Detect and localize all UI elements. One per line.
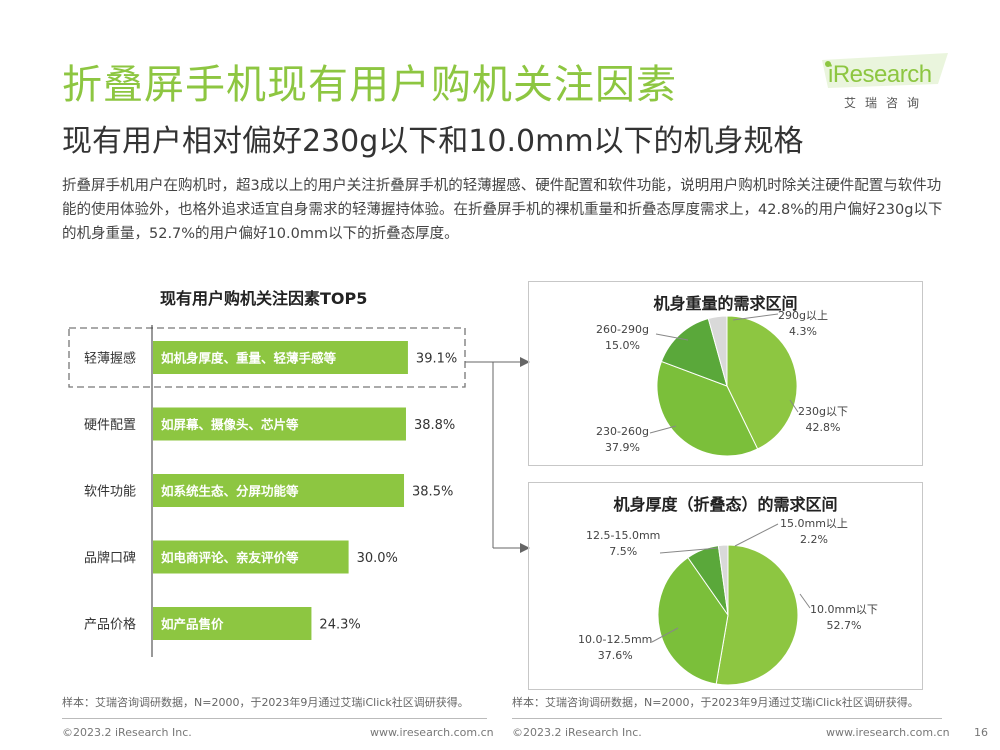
weight-leader-lines [649, 313, 799, 434]
highlight-box [68, 327, 466, 388]
thick-label-10-125-name: 10.0-12.5mm [578, 633, 653, 646]
logo-cn: 艾瑞咨询 [844, 96, 929, 110]
leader-weight-290up [732, 313, 779, 321]
bar [153, 407, 406, 441]
bar-description-label: 如电商评论、亲友评价等 [161, 550, 299, 565]
leader-thick-10-125 [651, 627, 679, 643]
bar-description-label: 如屏幕、摄像头、芯片等 [161, 417, 299, 432]
pie-slice [726, 315, 798, 450]
weight-label-230-260-name: 230-260g [596, 425, 649, 438]
left-sample-note: 样本：艾瑞咨询调研数据，N=2000，于2023年9月通过艾瑞iClick社区调… [62, 696, 469, 709]
thickness-panel-title: 机身厚度（折叠态）的需求区间 [613, 495, 838, 514]
left-url: www.iresearch.com.cn [370, 726, 494, 739]
leader-thick-15up [734, 523, 779, 547]
bar-chart-title: 现有用户购机关注因素TOP5 [160, 289, 368, 308]
page-title: 折叠屏手机现有用户购机关注因素 [62, 62, 677, 108]
bar-category-label: 产品价格 [84, 617, 136, 633]
bar-category-label: 品牌口碑 [84, 550, 136, 566]
thick-label-15up-name: 15.0mm以上 [780, 517, 848, 530]
thick-label-125-15-value: 7.5% [609, 545, 638, 558]
leader-thick-125-15 [659, 547, 719, 554]
pie-slice [660, 317, 728, 387]
thick-label-15up: 15.0mm以上 2.2% [780, 516, 848, 548]
thickness-panel: 机身厚度（折叠态）的需求区间 [528, 482, 923, 690]
iresearch-logo: iResearch 艾瑞咨询 [818, 52, 953, 112]
bar [153, 607, 312, 640]
bar [153, 540, 349, 574]
weight-label-290up-value: 4.3% [789, 325, 817, 338]
leader-weight-260-290 [655, 333, 689, 341]
bar-value-label: 39.1% [416, 352, 457, 367]
weight-label-230down-value: 42.8% [805, 421, 841, 434]
thick-label-10-125-value: 37.6% [597, 649, 633, 662]
thick-label-10down-name: 10.0mm以下 [810, 603, 878, 616]
page-number: 16 [974, 726, 988, 739]
bar-category-label: 硬件配置 [84, 418, 136, 433]
thick-label-10-125: 10.0-12.5mm 37.6% [578, 632, 652, 664]
right-url: www.iresearch.com.cn [826, 726, 950, 739]
thick-label-125-15: 12.5-15.0mm 7.5% [586, 528, 660, 560]
leader-thick-10down [799, 593, 811, 609]
pie-slice [707, 315, 728, 387]
page-description: 折叠屏手机用户在购机时，超3成以上的用户关注折叠屏手机的轻薄握感、硬件配置和软件… [62, 178, 943, 242]
weight-label-230down: 230g以下 42.8% [798, 404, 848, 436]
bar-value-label: 38.8% [414, 418, 455, 433]
bar-description-label: 如产品售价 [161, 617, 224, 632]
bar-value-label: 30.0% [357, 551, 398, 566]
bar-value-label: 24.3% [319, 618, 360, 633]
bar-category-label: 轻薄握感 [84, 351, 136, 367]
arrow-head-weight [520, 357, 530, 367]
weight-label-260-290: 260-290g 15.0% [596, 322, 649, 354]
pie-slice [657, 556, 729, 685]
weight-label-290up: 290g以上 4.3% [778, 308, 828, 340]
leader-weight-230-260 [649, 425, 677, 434]
bar-description-label: 如机身厚度、重量、轻薄手感等 [161, 351, 337, 366]
left-copyright: ©2023.2 iResearch Inc. [62, 726, 192, 739]
right-sample-note: 样本：艾瑞咨询调研数据，N=2000，于2023年9月通过艾瑞iClick社区调… [512, 696, 919, 709]
weight-panel: 机身重量的需求区间 [528, 281, 923, 466]
left-footer-divider [62, 718, 487, 719]
thick-label-15up-value: 2.2% [799, 533, 828, 546]
arrow-head-thickness [520, 543, 530, 553]
weight-label-260-290-value: 15.0% [605, 339, 640, 352]
thickness-leader-lines [651, 523, 811, 643]
bar-description-label: 如系统生态、分屏功能等 [161, 484, 299, 499]
thick-label-125-15-name: 12.5-15.0mm [586, 529, 661, 542]
weight-label-290up-name: 290g以上 [778, 309, 828, 322]
pie-slice [717, 544, 729, 616]
leader-weight-230down [789, 399, 799, 413]
thick-label-10down-value: 52.7% [826, 619, 862, 632]
weight-label-230down-name: 230g以下 [798, 405, 848, 418]
bar [153, 474, 405, 507]
right-footer-divider [512, 718, 942, 719]
logo-swoosh-icon [822, 53, 948, 88]
page-subtitle: 现有用户相对偏好230g以下和10.0mm以下的机身规格 [62, 124, 804, 159]
logo-wordmark: iResearch [828, 61, 932, 88]
pie-slice [715, 544, 799, 686]
weight-panel-title: 机身重量的需求区间 [653, 294, 798, 313]
bar-category-label: 软件功能 [84, 485, 136, 500]
weight-label-230-260: 230-260g 37.9% [596, 424, 649, 456]
weight-label-260-290-name: 260-290g [596, 323, 649, 336]
weight-label-230-260-value: 37.9% [605, 441, 640, 454]
bar [153, 341, 408, 374]
bar-value-label: 38.5% [412, 485, 453, 500]
pie-slice [656, 360, 759, 457]
right-copyright: ©2023.2 iResearch Inc. [512, 726, 642, 739]
thick-label-10down: 10.0mm以下 52.7% [810, 602, 878, 634]
